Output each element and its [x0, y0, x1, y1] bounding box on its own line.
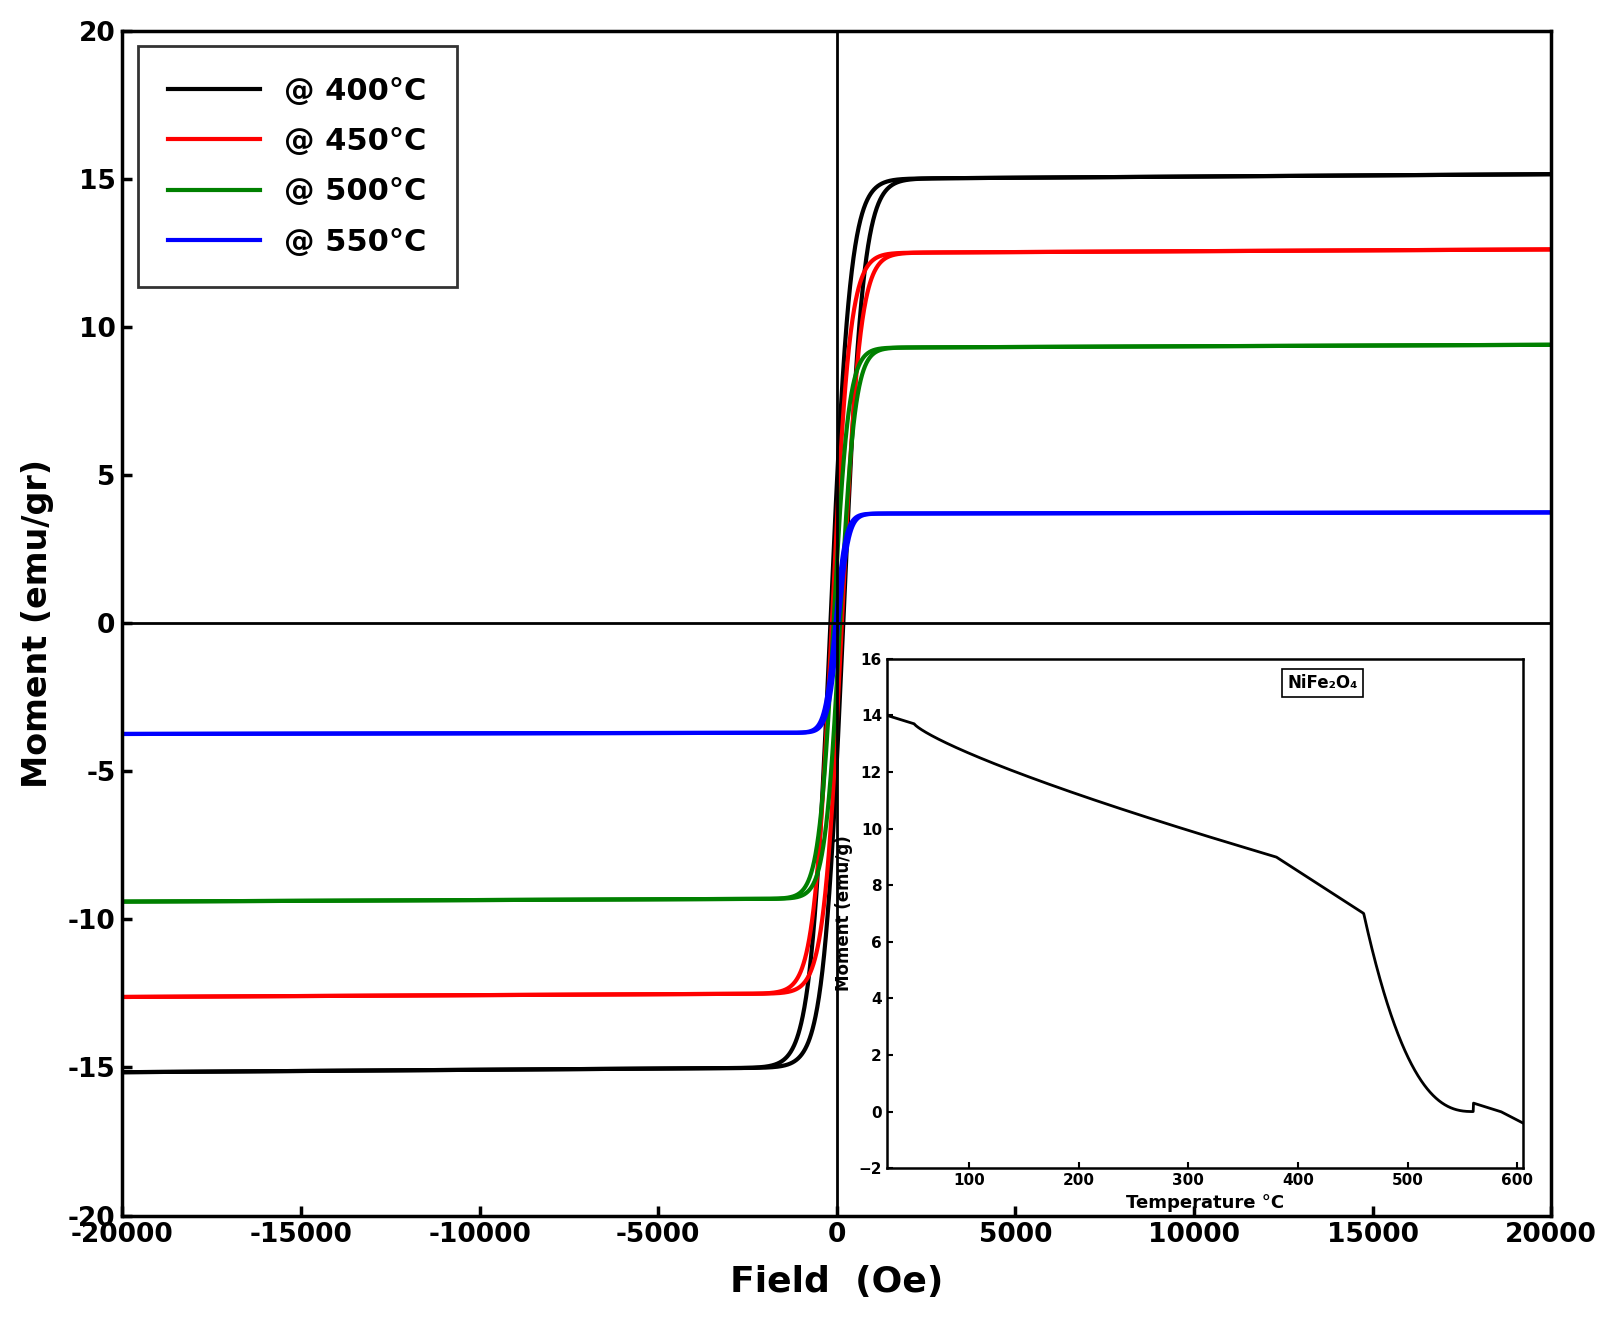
@ 550°C [659, 725, 678, 741]
Line: @ 450°C: @ 450°C [123, 249, 1552, 997]
@ 500°C [969, 339, 989, 355]
@ 400°C [659, 1061, 678, 1077]
@ 450°C [113, 989, 133, 1005]
@ 500°C [1288, 338, 1307, 354]
@ 450°C [372, 987, 392, 1003]
@ 400°C [1288, 168, 1307, 183]
@ 550°C [372, 726, 392, 742]
@ 400°C [113, 1064, 133, 1080]
@ 400°C [1180, 169, 1199, 185]
Line: @ 550°C: @ 550°C [123, 512, 1552, 734]
@ 550°C [1180, 506, 1199, 521]
@ 500°C [1180, 338, 1199, 354]
@ 500°C [659, 891, 678, 907]
@ 450°C [659, 986, 678, 1002]
@ 450°C [1542, 242, 1561, 257]
Line: @ 500°C: @ 500°C [123, 345, 1552, 902]
@ 500°C [372, 892, 392, 908]
@ 450°C [1042, 244, 1061, 260]
@ 450°C [1180, 243, 1199, 259]
Legend: @ 400°C, @ 450°C, @ 500°C, @ 550°C: @ 400°C, @ 450°C, @ 500°C, @ 550°C [138, 46, 458, 288]
@ 550°C [113, 726, 133, 742]
@ 500°C [1042, 339, 1061, 355]
@ 550°C [1042, 506, 1061, 521]
@ 550°C [1542, 504, 1561, 520]
Line: @ 400°C: @ 400°C [123, 174, 1552, 1072]
@ 550°C [969, 506, 989, 521]
@ 400°C [1542, 166, 1561, 182]
@ 400°C [372, 1063, 392, 1078]
@ 450°C [1288, 243, 1307, 259]
@ 500°C [1542, 337, 1561, 352]
@ 400°C [969, 170, 989, 186]
@ 550°C [1288, 506, 1307, 521]
Y-axis label: Moment (emu/gr): Moment (emu/gr) [21, 458, 53, 788]
@ 500°C [113, 894, 133, 909]
@ 450°C [969, 244, 989, 260]
X-axis label: Field  (Oe): Field (Oe) [730, 1265, 943, 1299]
@ 400°C [1042, 169, 1061, 185]
